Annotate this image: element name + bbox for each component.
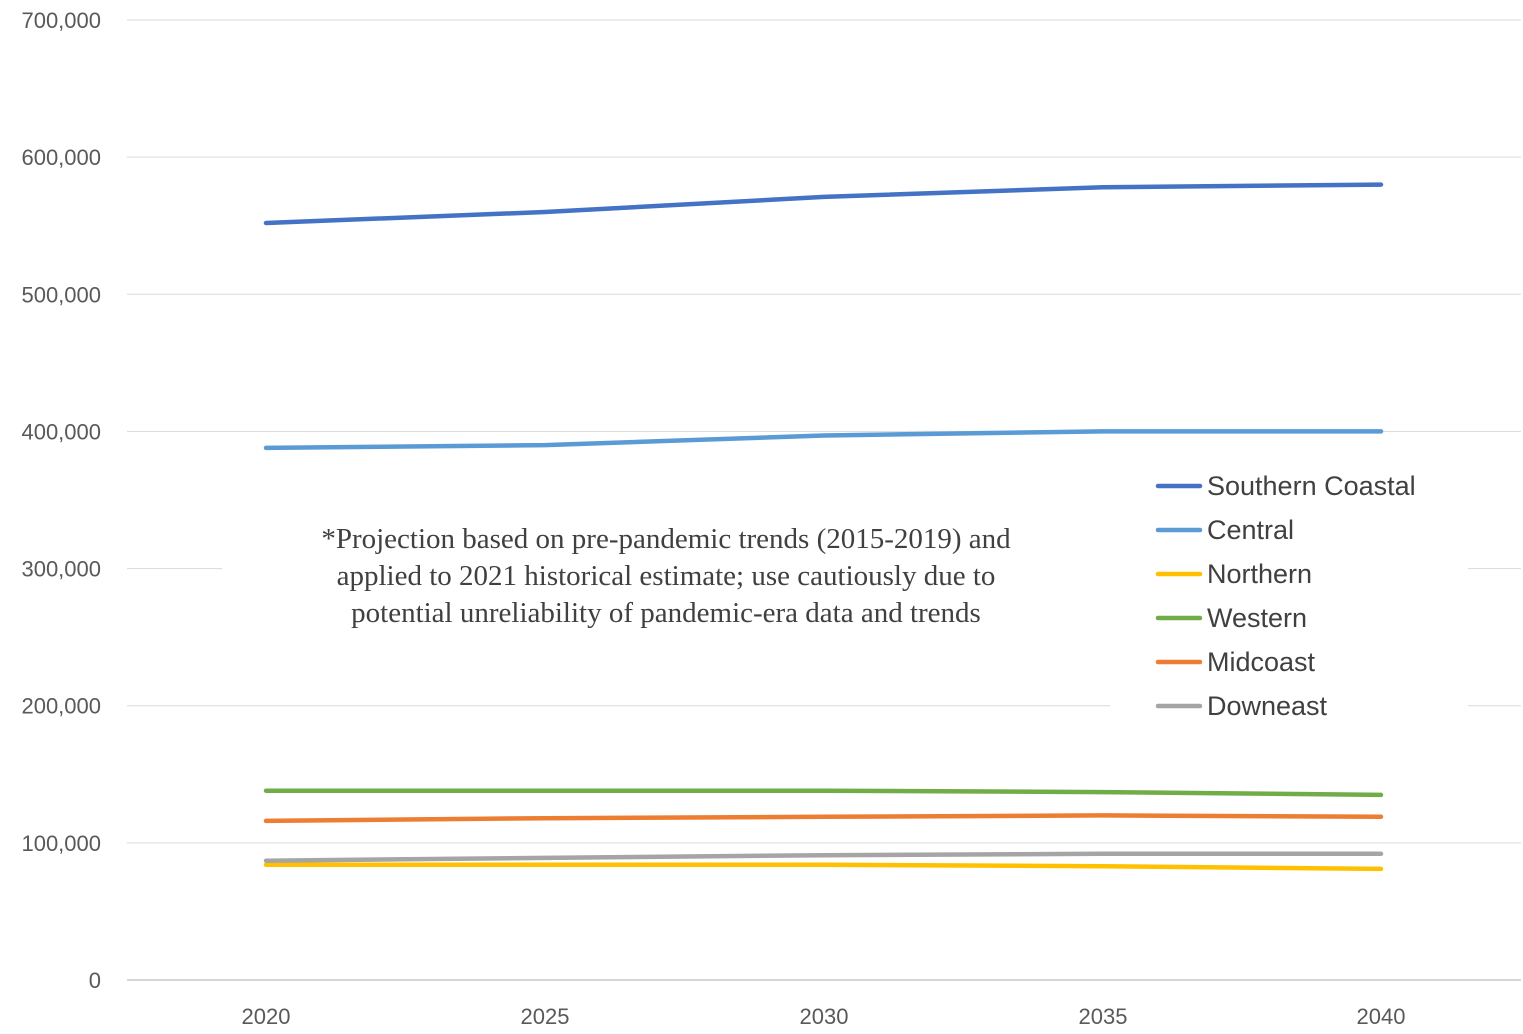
y-tick-label: 400,000 <box>21 419 101 444</box>
series-line-southern-coastal <box>263 182 1384 226</box>
legend-background <box>1110 458 1468 728</box>
y-tick-label: 0 <box>89 968 101 993</box>
x-tick-label: 2030 <box>800 1004 849 1029</box>
legend-label: Southern Coastal <box>1207 471 1416 501</box>
x-tick-label: 2025 <box>521 1004 570 1029</box>
y-tick-label: 700,000 <box>21 8 101 33</box>
legend: Southern Coastal Central Northern Western Mi… <box>1110 458 1468 728</box>
y-tick-label: 100,000 <box>21 831 101 856</box>
y-tick-label: 200,000 <box>21 694 101 719</box>
y-axis-tick-labels: 0 100,000 200,000 300,000 400,000 500,000 600,… <box>21 8 101 993</box>
x-tick-label: 2020 <box>242 1004 291 1029</box>
series-line-downeast <box>263 851 1384 863</box>
series-line-midcoast <box>263 813 1384 824</box>
x-tick-label: 2035 <box>1079 1004 1128 1029</box>
legend-label: Central <box>1207 515 1294 545</box>
legend-label: Northern <box>1207 559 1312 589</box>
y-tick-label: 500,000 <box>21 282 101 307</box>
legend-label: Downeast <box>1207 691 1328 721</box>
series-line-northern <box>263 862 1384 872</box>
series-lines <box>263 182 1384 872</box>
y-tick-label: 600,000 <box>21 145 101 170</box>
x-tick-label: 2040 <box>1357 1004 1406 1029</box>
x-axis-tick-labels: 2020 2025 2030 2035 2040 <box>242 1004 1406 1029</box>
series-line-central <box>263 429 1384 451</box>
series-line-western <box>263 788 1384 798</box>
note-line: applied to 2021 historical estimate; use… <box>337 560 996 592</box>
legend-label: Midcoast <box>1207 647 1316 677</box>
legend-label: Western <box>1207 603 1307 633</box>
note-background <box>222 510 1110 640</box>
y-tick-label: 300,000 <box>21 557 101 582</box>
note-line: *Projection based on pre-pandemic trends… <box>321 523 1011 555</box>
projection-note: *Projection based on pre-pandemic trends… <box>222 510 1110 640</box>
note-line: potential unreliability of pandemic-era … <box>351 597 981 629</box>
